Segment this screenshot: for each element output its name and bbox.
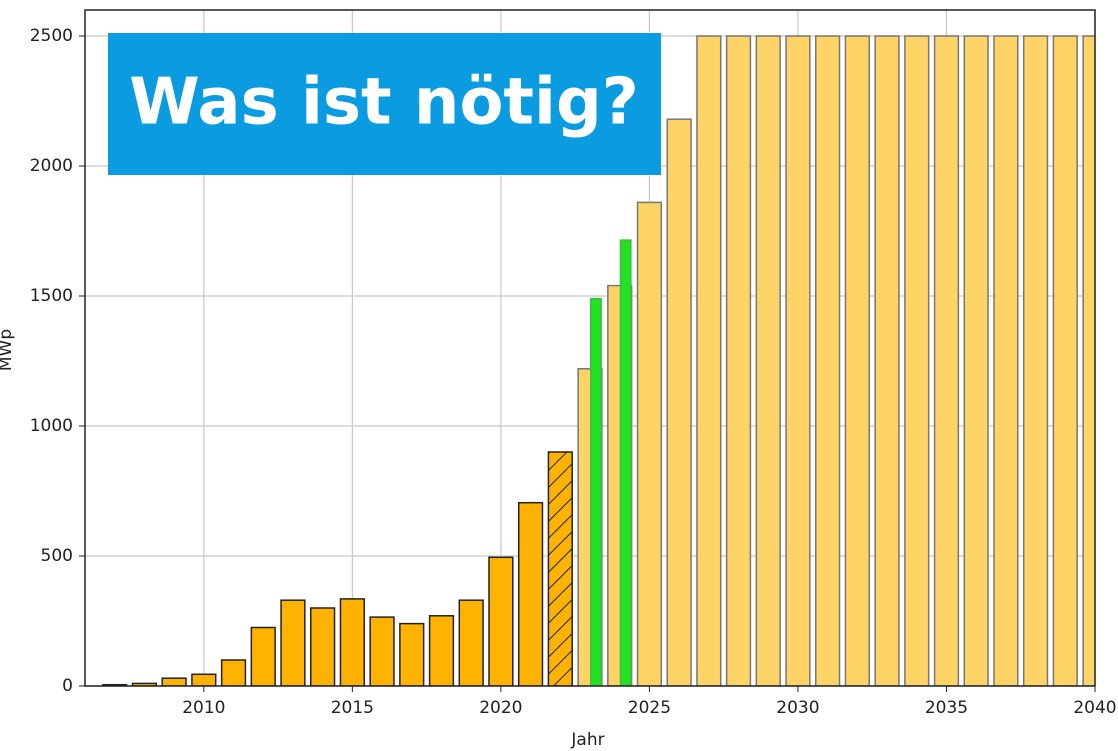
bar xyxy=(874,35,900,686)
x-tick-label: 2015 xyxy=(331,698,374,718)
bar xyxy=(339,598,365,686)
x-tick-label: 2040 xyxy=(1073,698,1116,718)
banner-text: Was ist nötig? xyxy=(129,66,639,140)
bar xyxy=(904,35,930,686)
x-tick-label: 2025 xyxy=(628,698,671,718)
x-axis-label: Jahr xyxy=(570,730,604,750)
x-tick-label: 2010 xyxy=(182,698,225,718)
x-tick-label: 2020 xyxy=(479,698,522,718)
bar xyxy=(250,626,276,686)
bar xyxy=(191,673,217,686)
bar xyxy=(993,35,1019,686)
bar xyxy=(785,35,811,686)
bar xyxy=(458,599,484,686)
bar xyxy=(815,35,841,686)
bar xyxy=(1022,35,1049,686)
bar xyxy=(220,659,247,686)
bar xyxy=(666,118,692,686)
plot-frame xyxy=(84,9,1096,687)
banner xyxy=(108,33,661,175)
bar xyxy=(280,599,306,686)
bar xyxy=(636,201,663,686)
bar xyxy=(488,556,514,686)
bar xyxy=(844,35,870,686)
y-tick-label: 0 xyxy=(62,676,73,696)
bar xyxy=(725,35,752,686)
bar xyxy=(1052,35,1078,686)
bar xyxy=(1082,35,1095,686)
y-tick-label: 2000 xyxy=(30,156,73,176)
bar xyxy=(161,677,187,686)
x-tick-label: 2030 xyxy=(776,698,819,718)
y-tick-label: 500 xyxy=(41,546,73,566)
y-axis-label: MWp xyxy=(0,329,16,371)
bar xyxy=(310,607,336,686)
bar xyxy=(619,239,632,686)
bar xyxy=(369,616,395,686)
bar xyxy=(517,501,544,686)
bar xyxy=(428,615,455,686)
bar xyxy=(933,35,960,686)
y-tick-label: 1500 xyxy=(30,286,73,306)
bar xyxy=(399,622,425,686)
bar xyxy=(589,297,602,686)
bar xyxy=(755,35,781,686)
x-tick-label: 2035 xyxy=(925,698,968,718)
bar xyxy=(696,35,722,686)
bar xyxy=(963,35,989,686)
y-tick-label: 1000 xyxy=(30,416,73,436)
bar xyxy=(547,451,573,686)
bar xyxy=(131,682,158,686)
y-tick-label: 2500 xyxy=(30,26,73,46)
